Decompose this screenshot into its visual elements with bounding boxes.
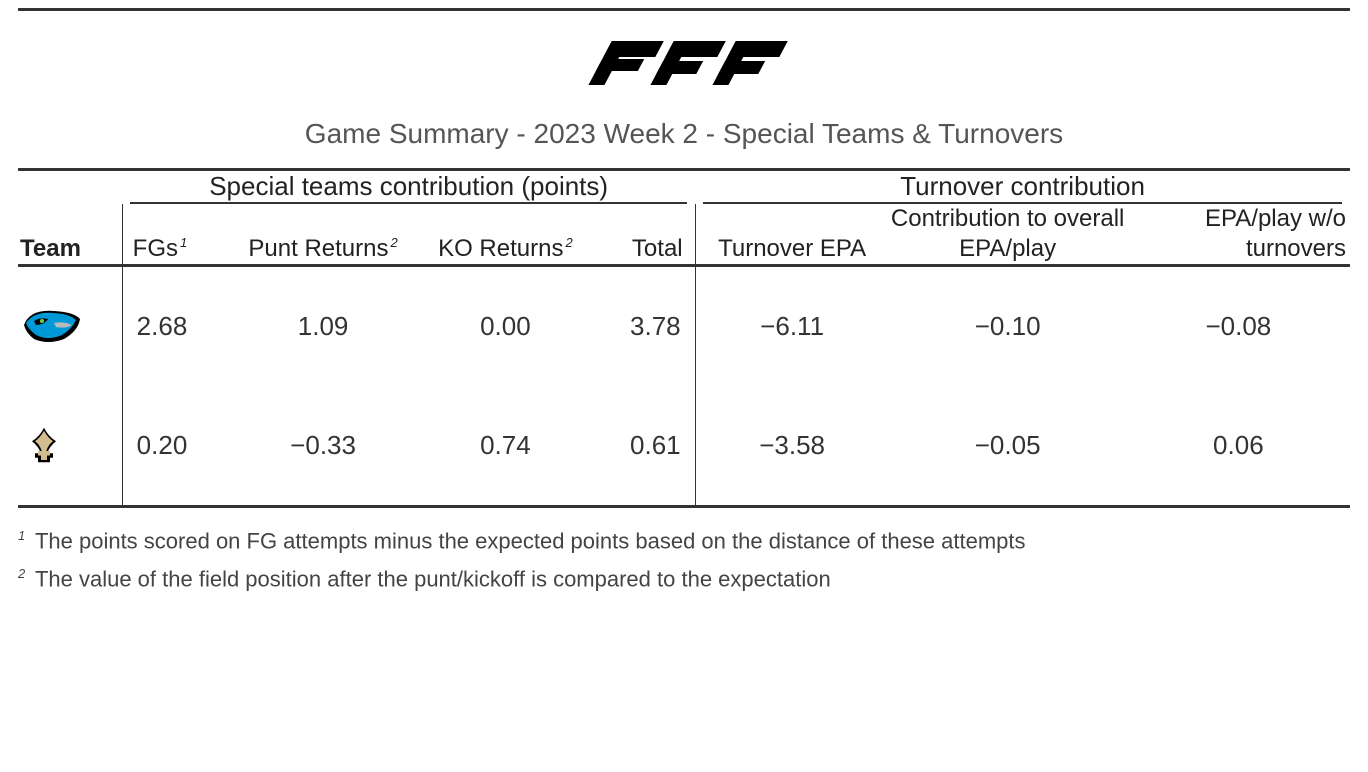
cell-fgs: 0.20 [122,385,226,505]
cell-epa-wo: 0.06 [1127,385,1350,505]
footnote-2-num: 2 [18,566,29,581]
col-total: Total [591,204,695,266]
page-title: Game Summary - 2023 Week 2 - Special Tea… [18,110,1350,168]
cell-ko-returns: 0.00 [420,266,591,386]
footnote-1-num: 1 [18,528,29,543]
team-cell [18,385,122,505]
cell-contrib-epa: −0.05 [889,385,1127,505]
cell-total: 0.61 [591,385,695,505]
table-row: 0.20 −0.33 0.74 0.61 −3.58 −0.05 0.06 [18,385,1350,505]
panthers-logo-icon [20,301,84,351]
logo-area [18,17,1350,110]
group-header-turnover: Turnover contribution [695,171,1350,204]
group-header-special-teams-label: Special teams contribution (points) [209,171,608,201]
col-team: Team [18,204,122,266]
col-ko-returns-label: KO Returns [438,235,563,262]
footnote-1-text: The points scored on FG attempts minus t… [35,528,1026,553]
cell-punt-returns: −0.33 [226,385,419,505]
cell-contrib-epa: −0.10 [889,266,1127,386]
cell-punt-returns: 1.09 [226,266,419,386]
cell-total: 3.78 [591,266,695,386]
cell-fgs: 2.68 [122,266,226,386]
stats-table: Special teams contribution (points) Turn… [18,171,1350,505]
footnote-1: 1 The points scored on FG attempts minus… [18,522,1350,560]
footnotes: 1 The points scored on FG attempts minus… [18,508,1350,599]
group-header-blank [18,171,122,204]
cell-turnover-epa: −3.58 [695,385,888,505]
cell-ko-returns: 0.74 [420,385,591,505]
col-ko-returns-sup: 2 [563,235,572,250]
top-rule [18,8,1350,11]
saints-logo-icon [20,419,68,471]
footnote-2-text: The value of the field position after th… [35,567,831,592]
col-punt-returns-sup: 2 [389,235,398,250]
column-header-row: Team FGs1 Punt Returns2 KO Returns2 Tota… [18,204,1350,266]
col-fgs: FGs1 [122,204,226,266]
footnote-2: 2 The value of the field position after … [18,560,1350,598]
table-row: 2.68 1.09 0.00 3.78 −6.11 −0.10 −0.08 [18,266,1350,386]
col-ko-returns: KO Returns2 [420,204,591,266]
group-header-turnover-label: Turnover contribution [900,171,1145,201]
col-punt-returns: Punt Returns2 [226,204,419,266]
cell-epa-wo: −0.08 [1127,266,1350,386]
col-contrib-epa: Contribution to overall EPA/play [889,204,1127,266]
page-container: Game Summary - 2023 Week 2 - Special Tea… [0,0,1368,619]
col-epa-wo: EPA/play w/o turnovers [1127,204,1350,266]
team-cell [18,266,122,386]
pff-logo [569,35,799,91]
col-turnover-epa: Turnover EPA [695,204,888,266]
group-header-row: Special teams contribution (points) Turn… [18,171,1350,204]
col-fgs-label: FGs [133,235,178,262]
group-header-special-teams: Special teams contribution (points) [122,171,695,204]
col-fgs-sup: 1 [178,235,187,250]
cell-turnover-epa: −6.11 [695,266,888,386]
col-punt-returns-label: Punt Returns [248,235,388,262]
